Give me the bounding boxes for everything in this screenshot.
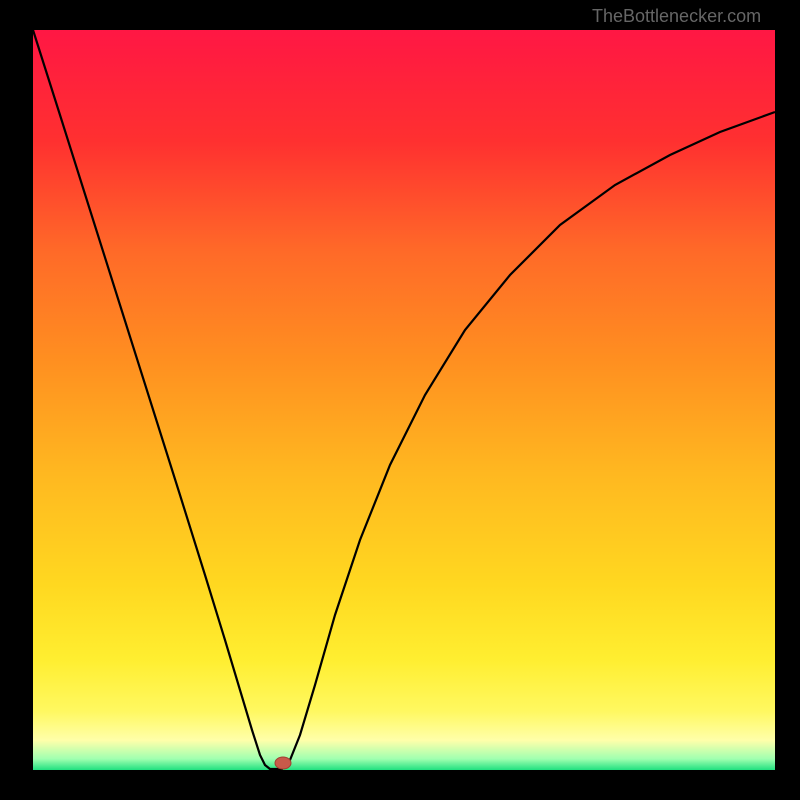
optimal-point-marker bbox=[275, 757, 291, 769]
bottleneck-chart bbox=[0, 0, 800, 800]
plot-background bbox=[33, 30, 775, 770]
